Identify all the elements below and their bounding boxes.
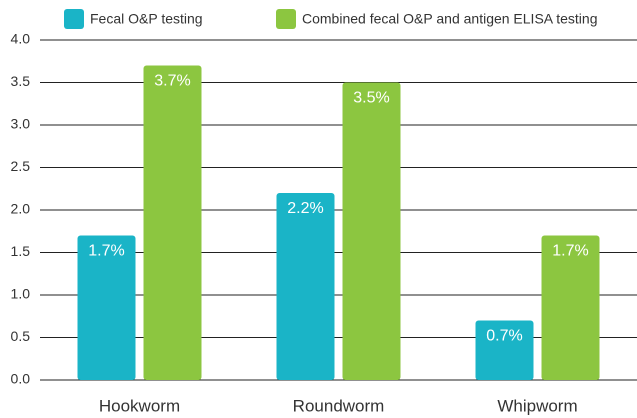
legend-swatch — [276, 9, 296, 29]
bar — [342, 82, 401, 380]
y-tick-label: 2.5 — [11, 158, 31, 174]
x-tick-label: Roundworm — [293, 396, 385, 415]
y-tick-label: 0.5 — [11, 328, 31, 344]
legend-label: Fecal O&P testing — [90, 11, 203, 27]
y-tick-label: 4.0 — [11, 31, 31, 47]
bar — [77, 235, 136, 380]
y-tick-label: 2.0 — [11, 201, 31, 217]
y-tick-label: 1.0 — [11, 286, 31, 302]
value-label: 1.7% — [552, 243, 588, 260]
value-label: 0.7% — [486, 328, 522, 345]
bar — [541, 235, 600, 380]
bar — [475, 320, 534, 380]
legend-label: Combined fecal O&P and antigen ELISA tes… — [302, 11, 598, 27]
y-tick-label: 3.0 — [11, 116, 31, 132]
y-tick-label: 0.0 — [11, 371, 31, 387]
y-tick-label: 3.5 — [11, 73, 31, 89]
bar — [276, 193, 335, 380]
value-label: 2.2% — [287, 200, 323, 217]
value-label: 3.5% — [353, 90, 389, 107]
legend-swatch — [64, 9, 84, 29]
value-label: 1.7% — [88, 243, 124, 260]
bar — [143, 65, 202, 380]
value-label: 3.7% — [154, 73, 190, 90]
x-tick-label: Whipworm — [497, 396, 577, 415]
x-tick-label: Hookworm — [99, 396, 180, 415]
y-tick-label: 1.5 — [11, 243, 31, 259]
